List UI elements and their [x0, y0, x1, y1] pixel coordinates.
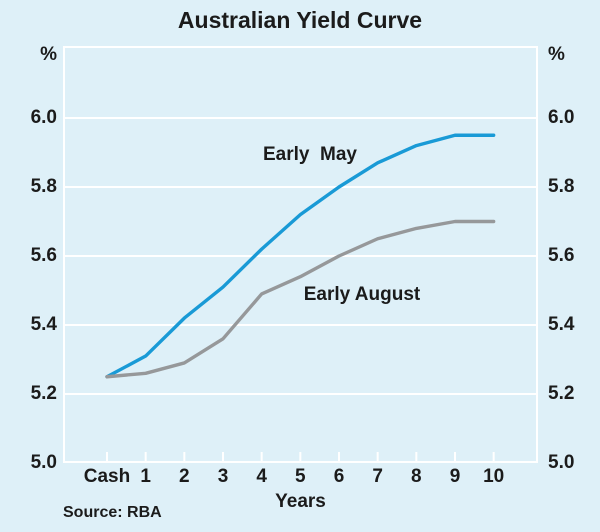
x-tick-label: 5: [295, 466, 306, 487]
y-tick-label-left: 5.4: [30, 314, 57, 335]
y-tick-label-right: 6.0: [548, 107, 575, 128]
y-tick-label-left: 5.2: [30, 383, 57, 404]
x-tick-label: 4: [256, 466, 267, 487]
x-tick-label: 9: [449, 466, 461, 487]
x-tick-label: Cash: [83, 466, 131, 487]
y-tick-label-right: 5.2: [548, 383, 575, 404]
chart-title: Australian Yield Curve: [177, 7, 423, 33]
x-tick-label: 7: [372, 466, 383, 487]
series-line-early-may: [105, 133, 496, 379]
y-tick-label-left: 6.0: [30, 107, 57, 128]
x-axis-title: Years: [275, 491, 326, 512]
x-tick-label: 1: [140, 466, 151, 487]
source-note: Source: RBA: [63, 504, 162, 521]
x-tick-label: 2: [179, 466, 190, 487]
yield-curve-plot: [63, 46, 538, 463]
early-may-series-label: Early May: [263, 144, 357, 165]
plot-border: [63, 46, 538, 463]
x-tick-label: 8: [411, 466, 422, 487]
y-tick-label-left: 5.0: [30, 452, 57, 473]
y-tick-label-right: 5.8: [548, 176, 575, 197]
y-tick-label-right: 5.4: [548, 314, 575, 335]
y-tick-label-left: 5.8: [30, 176, 57, 197]
x-tick-label: 10: [483, 466, 505, 487]
plot-area: [63, 46, 538, 463]
early-august-series-label: Early August: [303, 284, 421, 305]
y-tick-label-right: 5.0: [548, 452, 575, 473]
x-tick-label: 6: [333, 466, 345, 487]
x-tick-label: 3: [217, 466, 229, 487]
y-axis-unit-left: %: [40, 44, 57, 65]
y-tick-label-left: 5.6: [30, 245, 57, 266]
series-line-early-august: [105, 219, 496, 379]
y-tick-label-right: 5.6: [548, 245, 575, 266]
y-axis-unit-right: %: [548, 44, 565, 65]
